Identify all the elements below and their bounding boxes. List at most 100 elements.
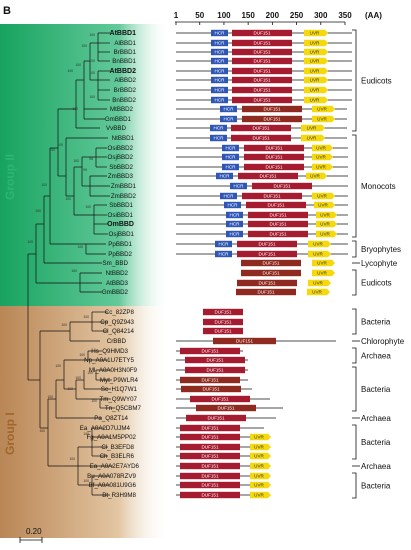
protein-label: ZmBBD3	[108, 173, 134, 180]
duf151-domain-label: DUF151	[269, 222, 287, 227]
taxonomy-bracket: Eudicots	[352, 269, 392, 296]
duf151-domain-label: DUF151	[253, 50, 271, 55]
hcr-domain-label: HCR	[224, 117, 235, 122]
uvr-domain	[304, 57, 328, 65]
duf151-domain-label: DUF151	[217, 406, 235, 411]
uvr-domain-label: UVR	[320, 232, 330, 237]
taxonomy-bracket: Lycophyte	[352, 259, 398, 268]
domain-row: HCR DUF151 UVR	[176, 124, 347, 132]
duf151-domain	[232, 67, 292, 75]
duf151-domain	[231, 124, 291, 132]
taxonomy-bracket: Chlorophyte	[352, 337, 405, 346]
duf151-domain	[237, 250, 297, 258]
protein-label: AlBBD1	[114, 40, 136, 47]
taxonomy-label: Archaea	[361, 462, 391, 471]
hcr-domain	[220, 105, 237, 113]
taxonomy-bracket: Monocots	[352, 134, 396, 238]
protein-label: Hs_Q9HMD3	[91, 348, 128, 355]
duf151-domain	[190, 395, 250, 403]
protein-label: BnBBD1	[112, 58, 136, 65]
axis-tick-label: 300	[314, 11, 328, 20]
domain-row: HCR DUF151	[176, 182, 348, 190]
hcr-domain-label: HCR	[230, 222, 241, 227]
bootstrap-value: 100	[87, 371, 93, 375]
duf151-domain-label: DUF151	[201, 464, 219, 469]
taxonomy-bracket: Archaea	[352, 462, 391, 471]
duf151-domain	[237, 240, 297, 248]
duf151-domain	[186, 414, 246, 422]
phylogenetic-tree	[27, 32, 115, 496]
protein-label: Cl_B3EFD8	[101, 444, 134, 451]
duf151-domain	[248, 211, 308, 219]
domain-row: HCR DUF151 UVR	[176, 134, 347, 142]
uvr-domain-label: UVR	[317, 107, 327, 112]
uvr-domain	[314, 201, 335, 209]
protein-label: CrBBD	[107, 338, 127, 345]
bootstrap-value: 100	[47, 395, 53, 399]
hcr-domain-label: HCR	[215, 78, 226, 83]
bootstrap-value: 100	[83, 479, 89, 483]
bootstrap-value: 100	[49, 148, 55, 152]
protein-label: BnBBD2	[112, 97, 136, 104]
bootstrap-value: 100	[41, 183, 47, 187]
uvr-domain-label: UVR	[310, 41, 320, 46]
duf151-domain-label: DUF151	[253, 98, 271, 103]
duf151-domain-label: DUF151	[258, 252, 276, 257]
taxonomy-label: Chlorophyte	[361, 337, 405, 346]
hcr-domain-label: HCR	[230, 213, 241, 218]
duf151-domain-label: DUF151	[263, 117, 281, 122]
uvr-domain-label: UVR	[254, 464, 264, 469]
bracket-line	[352, 366, 357, 412]
duf151-domain	[232, 96, 292, 104]
taxonomy-label: Lycophyte	[361, 259, 398, 268]
protein-label: AtBBD1	[110, 30, 137, 37]
uvr-domain	[304, 76, 328, 84]
protein-label: OmBBD	[107, 221, 134, 228]
duf151-domain-label: DUF151	[269, 232, 287, 237]
bootstrap-value: 100	[27, 240, 33, 244]
uvr-domain-label: UVR	[254, 474, 264, 479]
protein-label: GmBBD1	[105, 116, 132, 123]
duf151-domain	[237, 279, 297, 287]
duf151-domain	[203, 318, 243, 326]
bootstrap-value: 98	[89, 157, 93, 161]
taxonomy-bracket: Bacteria	[352, 308, 391, 335]
domain-row: HCR DUF151 UVR	[176, 153, 348, 161]
domain-row: DUF151 UVR	[176, 491, 271, 499]
domain-row: DUF151	[176, 385, 252, 393]
uvr-domain	[312, 269, 335, 277]
domain-row: DUF151	[176, 347, 243, 355]
uvr-domain-label: UVR	[313, 281, 323, 286]
hcr-domain-label: HCR	[215, 50, 226, 55]
uvr-domain	[308, 279, 331, 287]
duf151-domain	[203, 327, 243, 335]
duf151-domain-label: DUF151	[258, 281, 276, 286]
taxonomy-label: Eudicots	[361, 77, 392, 86]
domain-row: DUF151	[176, 404, 283, 412]
duf151-domain	[180, 376, 240, 384]
bootstrap-value: 99	[83, 168, 87, 172]
bracket-line	[352, 29, 357, 132]
hcr-domain	[211, 96, 228, 104]
duf151-domain	[181, 385, 241, 393]
duf151-domain	[180, 443, 240, 451]
domain-row: DUF151 UVR	[176, 462, 271, 470]
hcr-domain-label: HCR	[228, 203, 239, 208]
axis-tick-label: 100	[217, 11, 231, 20]
protein-label: BrBBD1	[114, 49, 137, 56]
protein-label: Sc_H1Q7W1	[101, 386, 138, 393]
bracket-line	[352, 424, 357, 460]
protein-label: Cc_82ZP8	[105, 309, 135, 316]
duf151-domain-label: DUF151	[262, 271, 280, 276]
uvr-domain	[301, 124, 325, 132]
uvr-domain	[307, 288, 330, 296]
duf151-domain-label: DUF151	[262, 261, 280, 266]
uvr-domain-label: UVR	[316, 146, 326, 151]
duf151-domain	[242, 192, 302, 200]
uvr-domain	[304, 86, 328, 94]
hcr-domain	[222, 153, 239, 161]
duf151-domain	[232, 57, 292, 65]
protein-label: Cp_Q9Z943	[100, 319, 134, 326]
uvr-domain	[250, 433, 271, 441]
domain-row: DUF151	[203, 318, 243, 326]
